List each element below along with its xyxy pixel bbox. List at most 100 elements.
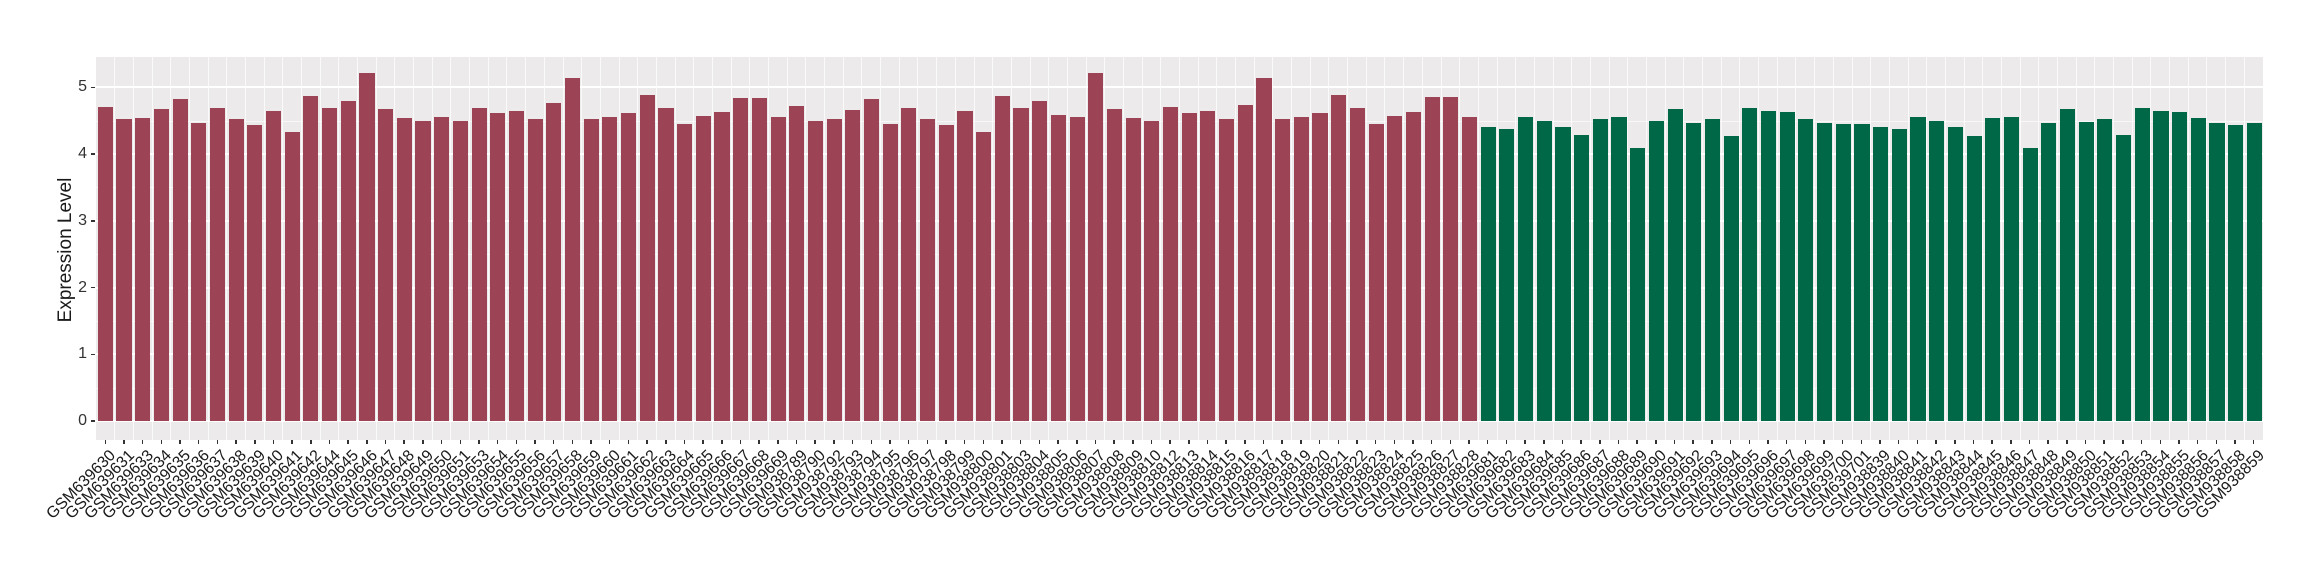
bar-slot: [1385, 57, 1404, 421]
bar-slot: [713, 57, 732, 421]
vertical-gridline: [954, 57, 956, 440]
bar-slot: [862, 57, 881, 421]
x-tick-mark: [123, 440, 125, 444]
x-tick-mark: [1300, 440, 1302, 444]
bar: [1443, 96, 1459, 421]
bar: [1088, 72, 1104, 421]
bar-slot: [1572, 57, 1591, 421]
bar-slot: [638, 57, 657, 421]
bar-slot: [1591, 57, 1610, 421]
bar-slot: [2058, 57, 2077, 421]
x-tick-mark: [179, 440, 181, 444]
vertical-gridline: [1982, 57, 1984, 440]
bar: [2228, 124, 2244, 421]
bar-slot: [1199, 57, 1218, 421]
bar: [471, 108, 487, 421]
x-tick-mark: [1841, 440, 1844, 444]
bar: [396, 118, 412, 421]
bar-slot: [1068, 57, 1087, 421]
bar: [1125, 118, 1141, 421]
bar: [1518, 117, 1534, 421]
bar: [695, 116, 711, 421]
bar-slot: [1180, 57, 1199, 421]
bar-slot: [2077, 57, 2096, 421]
x-tick-mark: [310, 440, 312, 444]
bar: [1144, 120, 1160, 421]
x-tick-mark: [945, 440, 947, 444]
vertical-gridline: [1552, 57, 1554, 440]
x-tick-mark: [347, 440, 349, 444]
vertical-gridline: [188, 57, 190, 440]
bar: [1312, 112, 1328, 421]
vertical-gridline: [1646, 57, 1648, 440]
bar-slot: [2114, 57, 2133, 421]
bar: [1480, 127, 1496, 421]
bar: [1536, 120, 1552, 421]
bar: [1069, 117, 1085, 421]
x-tick-mark: [777, 440, 779, 444]
x-tick-mark: [440, 440, 443, 444]
x-tick-mark: [1692, 440, 1694, 444]
x-tick-mark: [2028, 440, 2031, 444]
bar-slot: [545, 57, 564, 421]
vertical-gridline: [487, 57, 489, 440]
bar-slot: [750, 57, 769, 421]
bar-slot: [2040, 57, 2059, 421]
bar-slot: [451, 57, 470, 421]
x-tick-mark: [627, 440, 630, 444]
x-tick-mark: [2140, 440, 2143, 444]
bar-slot: [1965, 57, 1984, 421]
vertical-gridline: [1963, 57, 1965, 440]
x-tick-mark: [758, 440, 760, 444]
vertical-gridline: [2131, 57, 2133, 440]
bar: [1256, 78, 1272, 421]
x-tick-mark: [1860, 440, 1863, 444]
vertical-gridline: [1272, 57, 1274, 440]
bar: [1929, 120, 1945, 421]
bar-slot: [283, 57, 302, 421]
bar: [1611, 117, 1627, 421]
bars-container: [96, 57, 2263, 421]
bar-slot: [1628, 57, 1647, 421]
bar-slot: [601, 57, 620, 421]
bar: [639, 94, 655, 421]
vertical-gridline: [2206, 57, 2208, 440]
vertical-gridline: [1291, 57, 1293, 440]
bar: [527, 118, 543, 421]
vertical-gridline: [2075, 57, 2077, 440]
bar-slot: [1236, 57, 1255, 421]
bar: [1648, 121, 1664, 421]
bar-slot: [1778, 57, 1797, 421]
bar-slot: [918, 57, 937, 421]
bar-slot: [395, 57, 414, 421]
x-tick-mark: [2159, 440, 2161, 444]
x-tick-mark: [254, 440, 256, 444]
vertical-gridline: [1010, 57, 1012, 440]
bar-slot: [1797, 57, 1816, 421]
vertical-gridline: [1477, 57, 1479, 440]
bar-slot: [1516, 57, 1535, 421]
bar: [938, 124, 954, 421]
x-tick-mark: [1188, 440, 1190, 444]
x-tick-mark: [795, 440, 798, 444]
bar: [508, 111, 525, 421]
x-tick-mark: [963, 440, 966, 444]
bar: [340, 101, 356, 421]
bar: [1574, 134, 1590, 421]
bar-slot: [900, 57, 919, 421]
bar: [1050, 114, 1066, 421]
bar-slot: [470, 57, 489, 421]
x-tick-mark: [291, 440, 293, 444]
vertical-gridline: [1141, 57, 1143, 440]
vertical-gridline: [431, 57, 433, 440]
bar: [1162, 107, 1179, 421]
bar-slot: [1871, 57, 1890, 421]
bar: [677, 124, 693, 421]
vertical-gridline: [1347, 57, 1349, 440]
vertical-gridline: [1795, 57, 1797, 440]
y-axis-title: Expression Level: [55, 177, 76, 323]
bar: [1424, 96, 1440, 421]
bar-slot: [1311, 57, 1330, 421]
vertical-gridline: [711, 57, 713, 440]
